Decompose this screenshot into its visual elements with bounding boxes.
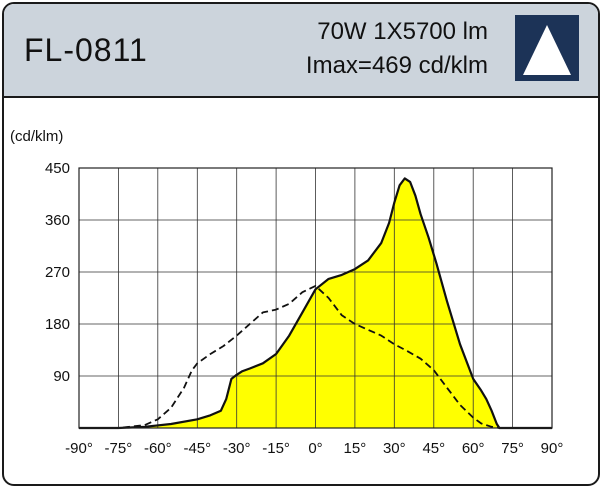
y-tick-label: 360 xyxy=(45,212,70,229)
series-line-dashed xyxy=(79,284,552,429)
x-tick-label: -30° xyxy=(223,440,251,457)
header-panel: FL-0811 70W 1X5700 lm Imax=469 cd/klm xyxy=(4,4,598,98)
x-tick-label: 75° xyxy=(501,440,524,457)
y-axis-unit-label: (cd/klm) xyxy=(10,128,64,145)
x-tick-label: -90° xyxy=(65,440,93,457)
power-lumen-spec: 70W 1X5700 lm xyxy=(317,18,488,45)
model-number: FL-0811 xyxy=(24,32,148,68)
x-tick-label: 45° xyxy=(422,440,445,457)
series-line-solid xyxy=(79,177,552,430)
x-tick-label: 90° xyxy=(541,440,564,457)
y-tick-label: 180 xyxy=(45,316,70,333)
y-tick-label: 270 xyxy=(45,264,70,281)
x-tick-label: 15° xyxy=(344,440,367,457)
y-tick-label: 450 xyxy=(45,160,70,177)
plot-border xyxy=(78,167,553,429)
x-tick-label: -45° xyxy=(183,440,211,457)
x-tick-label: 60° xyxy=(462,440,485,457)
y-tick-label: 90 xyxy=(53,368,70,385)
max-intensity-spec: Imax=469 cd/klm xyxy=(305,52,488,79)
triangle-logo-icon xyxy=(515,15,579,81)
x-tick-label: -75° xyxy=(105,440,133,457)
x-tick-label: -60° xyxy=(144,440,172,457)
x-tick-label: 30° xyxy=(383,440,406,457)
x-tick-label: -15° xyxy=(262,440,290,457)
x-tick-label: 0° xyxy=(308,440,322,457)
